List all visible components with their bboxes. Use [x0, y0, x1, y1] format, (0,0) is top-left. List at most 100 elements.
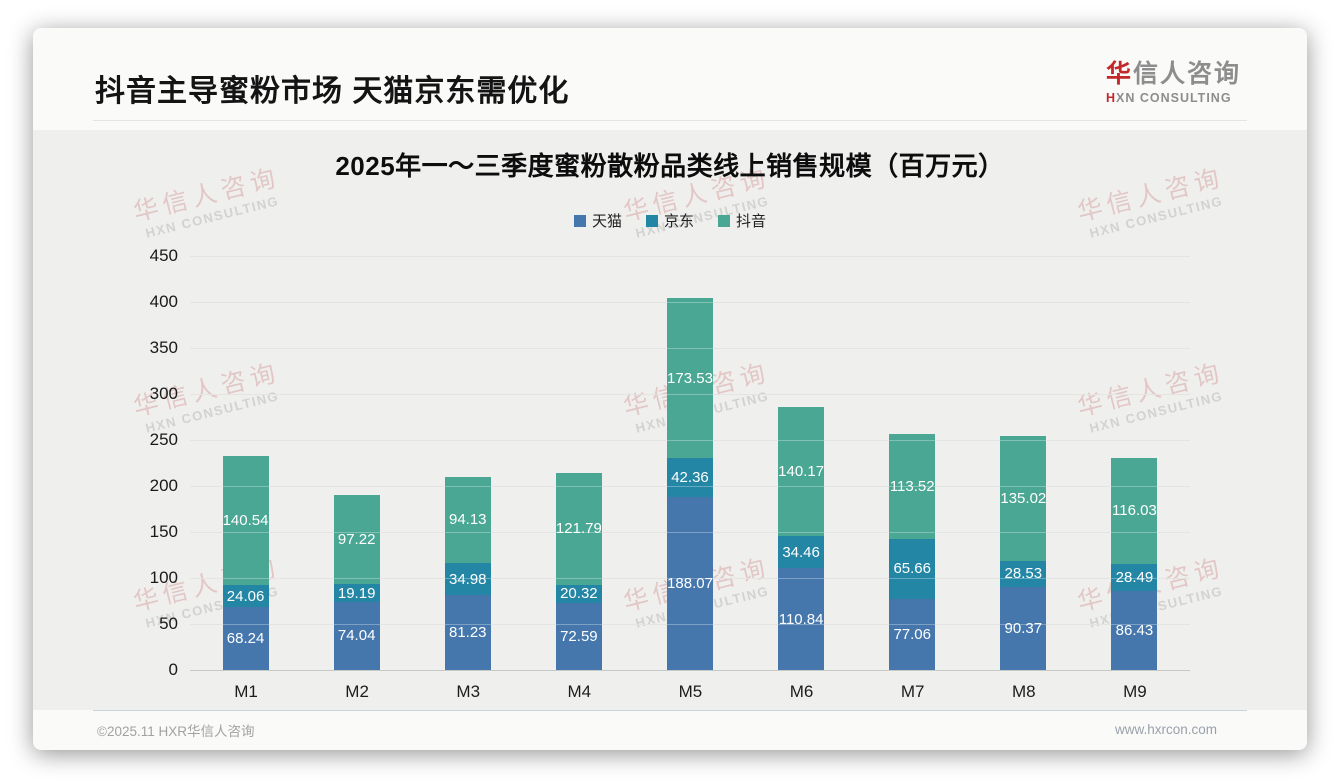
bar-segment-M4: 72.59 — [555, 603, 602, 670]
bar-segment-M3: 81.23 — [444, 595, 491, 670]
logo-en-text: HXN CONSULTING — [1106, 91, 1241, 105]
logo-cn-rest: 信人咨询 — [1132, 60, 1241, 88]
bar-M7: 77.06 65.66 113.52 — [889, 256, 936, 670]
bar-segment-M3: 34.98 — [444, 563, 491, 596]
chart-title: 2025年一～三季度蜜粉散粉品类线上销售规模（百万元） — [335, 151, 1005, 181]
bar-value-label: 140.17 — [778, 463, 825, 481]
bar-value-label: 19.19 — [337, 584, 376, 602]
bar-segment-M5: 188.07 — [667, 496, 713, 670]
bar-value-label: 94.13 — [448, 511, 487, 529]
legend-swatch — [718, 214, 730, 227]
legend-swatch — [645, 214, 658, 227]
bar-value-label: 121.79 — [555, 520, 602, 538]
x-tick-label: M6 — [789, 682, 814, 701]
legend-label: 京东 — [663, 213, 694, 230]
bar-segment-M7: 65.66 — [889, 538, 936, 600]
bar-segment-M6: 140.17 — [778, 407, 825, 537]
y-tick-label: 400 — [149, 292, 178, 311]
plot-area: 0 50 100 150 200 250 300 350 400 450 68.24 24.06 140… — [150, 246, 1190, 679]
bar-value-label: 113.52 — [889, 477, 935, 495]
company-logo: 华信人咨询 HXN CONSULTING — [1106, 54, 1241, 105]
bar-M1: 68.24 24.06 140.54 — [222, 256, 269, 670]
y-tick-label: 250 — [149, 430, 178, 449]
bar-M3: 81.23 34.98 94.13 — [444, 256, 491, 670]
y-tick-label: 200 — [149, 476, 178, 495]
bar-segment-M2: 74.04 — [333, 601, 380, 670]
bar-segment-M8: 90.37 — [1000, 586, 1047, 670]
bar-M5: 188.07 42.36 173.53 — [667, 256, 713, 670]
footer-copyright: ©2025.11 HXR华信人咨询 — [97, 724, 255, 739]
bar-segment-M8: 28.53 — [1000, 560, 1047, 587]
footer-website: www.hxrcon.com — [1114, 722, 1217, 737]
bar-segment-M4: 20.32 — [555, 584, 602, 604]
legend-label: 天猫 — [591, 213, 622, 230]
legend-item-抖音: 抖音 — [718, 210, 766, 231]
logo-en-rest: XN CONSULTING — [1116, 91, 1232, 105]
legend-swatch — [573, 214, 586, 227]
bar-value-label: 86.43 — [1115, 621, 1154, 639]
x-tick-label: M3 — [456, 682, 481, 701]
bar-value-label: 42.36 — [671, 469, 709, 486]
bar-segment-M1: 24.06 — [222, 585, 269, 608]
bar-value-label: 116.03 — [1112, 502, 1157, 520]
y-tick-label: 100 — [149, 568, 178, 587]
bar-value-label: 77.06 — [893, 626, 931, 644]
bar-M8: 90.37 28.53 135.02 — [1000, 256, 1047, 670]
slide-card: 抖音主导蜜粉市场 天猫京东需优化 华信人咨询 HXN CONSULTING 华信… — [33, 28, 1307, 750]
bar-M6: 110.84 34.46 140.17 — [778, 256, 825, 670]
x-tick-label: M4 — [567, 682, 592, 701]
grid-line — [190, 670, 1190, 671]
bar-value-label: 81.23 — [448, 624, 487, 642]
bar-value-label: 65.66 — [893, 560, 931, 578]
bar-value-label: 140.54 — [222, 511, 269, 529]
chart-legend: 天猫 京东 抖音 — [33, 210, 1307, 231]
bar-M9: 86.43 28.49 116.03 — [1111, 256, 1158, 670]
bar-segment-M9: 28.49 — [1111, 564, 1158, 591]
bar-value-label: 20.32 — [560, 585, 598, 603]
bar-value-label: 72.59 — [560, 628, 598, 646]
header-divider — [93, 120, 1247, 121]
bar-M4: 72.59 20.32 121.79 — [555, 256, 602, 670]
bar-segment-M2: 19.19 — [333, 584, 380, 602]
bar-value-label: 28.53 — [1004, 565, 1043, 583]
bar-value-label: 90.37 — [1004, 619, 1043, 637]
bar-value-label: 97.22 — [337, 531, 376, 549]
x-tick-label: M1 — [234, 682, 258, 701]
x-tick-label: M9 — [1123, 682, 1147, 701]
bar-segment-M6: 34.46 — [778, 536, 825, 569]
bar-value-label: 188.07 — [667, 574, 713, 592]
bar-value-label: 24.06 — [226, 587, 265, 605]
bar-segment-M1: 68.24 — [222, 607, 269, 670]
y-tick-label: 50 — [159, 614, 178, 633]
y-tick-label: 0 — [168, 660, 178, 679]
legend-label: 抖音 — [736, 213, 767, 230]
y-tick-label: 150 — [149, 522, 178, 541]
x-tick-label: M2 — [345, 682, 369, 701]
bar-segment-M3: 94.13 — [444, 476, 491, 564]
bar-segment-M5: 173.53 — [667, 298, 713, 459]
bar-segment-M6: 110.84 — [778, 568, 825, 670]
x-tick-label: M5 — [678, 682, 703, 701]
bar-value-label: 34.46 — [782, 543, 820, 561]
chart-section: 华信人咨询 HXN CONSULTING 华信人咨询 HXN CONSULTING 华信… — [33, 130, 1307, 710]
bar-M2: 74.04 19.19 97.22 — [333, 256, 380, 670]
y-tick-label: 350 — [149, 338, 178, 357]
logo-en-first-char: H — [1105, 91, 1116, 105]
logo-cn-text: 华信人咨询 — [1106, 54, 1241, 90]
bar-value-label: 173.53 — [667, 369, 713, 387]
bar-segment-M7: 113.52 — [889, 434, 936, 539]
x-tick-label: M7 — [900, 682, 925, 701]
bar-segment-M8: 135.02 — [1000, 436, 1047, 561]
y-tick-label: 450 — [149, 246, 178, 265]
page-title: 抖音主导蜜粉市场 天猫京东需优化 — [95, 75, 570, 108]
legend-item-京东: 京东 — [645, 210, 694, 231]
bar-segment-M2: 97.22 — [333, 494, 380, 585]
bar-value-label: 28.49 — [1115, 568, 1154, 586]
bar-segment-M4: 121.79 — [555, 472, 602, 585]
legend-item-天猫: 天猫 — [573, 210, 622, 231]
footer-divider — [93, 710, 1247, 711]
x-tick-label: M8 — [1011, 682, 1036, 701]
bar-value-label: 68.24 — [226, 630, 265, 648]
grid-line — [190, 256, 1190, 257]
bar-value-label: 110.84 — [778, 610, 824, 628]
